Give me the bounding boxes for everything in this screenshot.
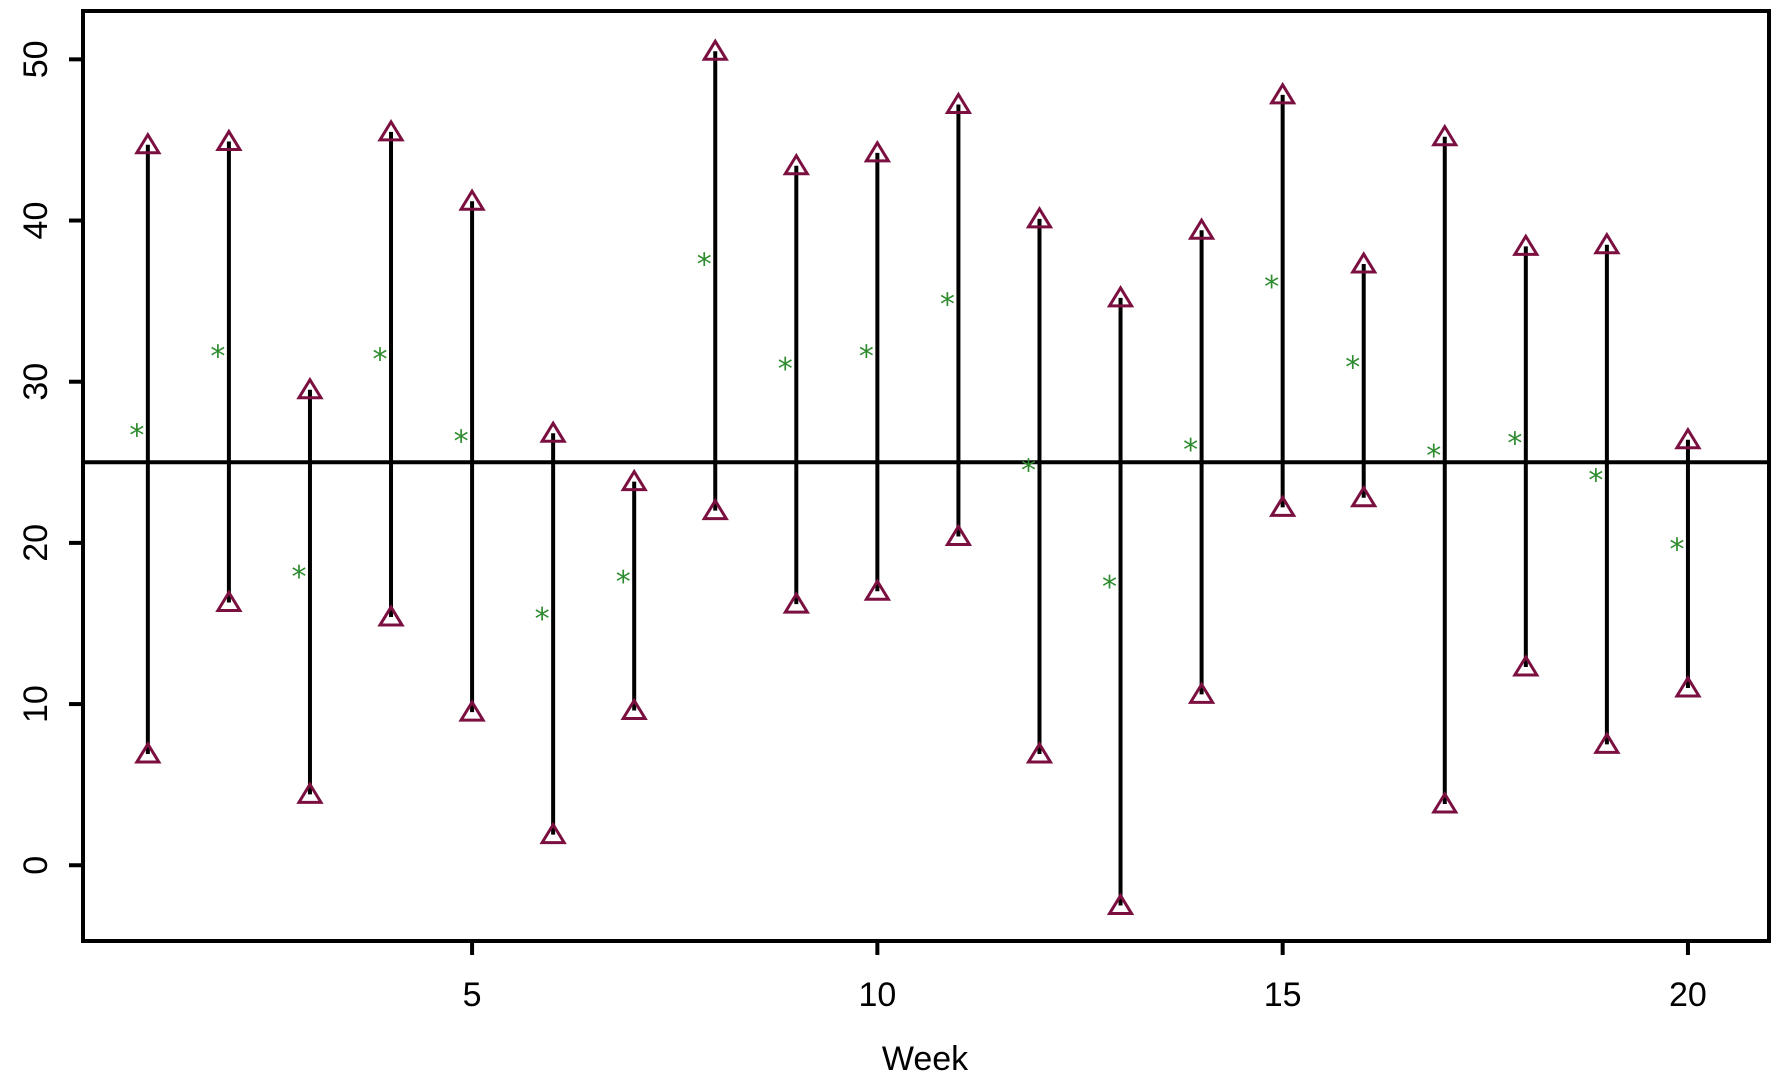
point-marker: * bbox=[1102, 570, 1117, 605]
upper-marker bbox=[863, 139, 892, 163]
y-tick-label: 0 bbox=[17, 856, 55, 875]
point-marker: * bbox=[1507, 426, 1522, 461]
lower-marker bbox=[458, 699, 486, 722]
lower-marker bbox=[1350, 484, 1378, 508]
upper-marker bbox=[1350, 251, 1378, 274]
upper-marker bbox=[701, 38, 729, 61]
point-marker: * bbox=[1426, 439, 1441, 474]
upper-marker bbox=[1593, 231, 1621, 255]
point-marker: * bbox=[1183, 433, 1198, 468]
point-marker: * bbox=[1021, 454, 1036, 489]
upper-marker bbox=[539, 420, 567, 443]
y-tick-label: 30 bbox=[17, 363, 55, 401]
upper-marker bbox=[782, 152, 810, 176]
lower-marker bbox=[701, 497, 729, 521]
lower-marker bbox=[863, 578, 892, 601]
lower-marker bbox=[539, 821, 567, 845]
lower-marker bbox=[1431, 791, 1459, 814]
upper-marker bbox=[377, 119, 405, 142]
x-tick-label: 5 bbox=[463, 976, 482, 1014]
y-tick-label: 40 bbox=[17, 202, 55, 240]
lower-marker bbox=[1025, 741, 1054, 764]
upper-marker bbox=[1674, 426, 1702, 450]
lower-marker bbox=[377, 604, 405, 627]
lower-marker bbox=[1187, 681, 1216, 704]
lower-marker bbox=[1512, 654, 1540, 677]
lower-marker bbox=[296, 781, 324, 804]
lower-marker bbox=[620, 697, 648, 721]
interval-layer bbox=[134, 38, 1702, 916]
upper-marker bbox=[1025, 206, 1054, 229]
point-marker: * bbox=[940, 288, 955, 323]
upper-marker bbox=[215, 128, 243, 152]
upper-marker bbox=[458, 188, 486, 211]
upper-marker bbox=[296, 376, 324, 400]
lower-marker bbox=[782, 591, 810, 614]
lower-marker bbox=[944, 523, 973, 546]
lower-marker bbox=[134, 741, 162, 764]
point-marker: * bbox=[454, 425, 469, 460]
lower-marker bbox=[1106, 892, 1135, 916]
point-marker: * bbox=[616, 565, 631, 600]
point-marker: * bbox=[535, 602, 550, 637]
upper-marker bbox=[944, 91, 973, 114]
x-axis-title: Week bbox=[882, 1040, 969, 1078]
axis-layer: 5 10 15 20 0 10 20 30 40 50 bbox=[17, 40, 1707, 1014]
upper-marker bbox=[1187, 217, 1216, 240]
point-marker: * bbox=[210, 339, 225, 374]
x-tick-label: 20 bbox=[1669, 976, 1707, 1014]
point-marker: * bbox=[697, 247, 712, 282]
point-marker: * bbox=[129, 418, 144, 453]
x-tick-label: 10 bbox=[858, 976, 896, 1014]
lower-marker bbox=[215, 589, 243, 613]
upper-marker bbox=[1512, 233, 1540, 256]
y-tick-label: 50 bbox=[17, 40, 55, 78]
lower-marker bbox=[1674, 675, 1702, 698]
upper-marker bbox=[1268, 81, 1297, 105]
lower-marker bbox=[1268, 494, 1297, 517]
upper-marker bbox=[620, 468, 648, 492]
upper-marker bbox=[134, 131, 162, 155]
point-layer: * * * * * * * * * * * * * * * * * * * * bbox=[129, 247, 1684, 637]
plot-frame bbox=[81, 9, 1771, 943]
upper-marker bbox=[1106, 285, 1135, 308]
lower-marker bbox=[1593, 731, 1621, 754]
y-tick-label: 10 bbox=[17, 685, 55, 723]
point-marker: * bbox=[778, 352, 793, 387]
y-tick-label: 20 bbox=[17, 524, 55, 562]
point-marker: * bbox=[859, 339, 874, 374]
point-marker: * bbox=[291, 560, 306, 595]
x-tick-label: 15 bbox=[1264, 976, 1302, 1014]
point-marker: * bbox=[1669, 533, 1684, 568]
point-marker: * bbox=[1588, 463, 1603, 498]
point-marker: * bbox=[1264, 270, 1279, 305]
upper-marker bbox=[1431, 123, 1459, 147]
point-marker: * bbox=[1345, 351, 1360, 386]
point-marker: * bbox=[373, 343, 388, 378]
